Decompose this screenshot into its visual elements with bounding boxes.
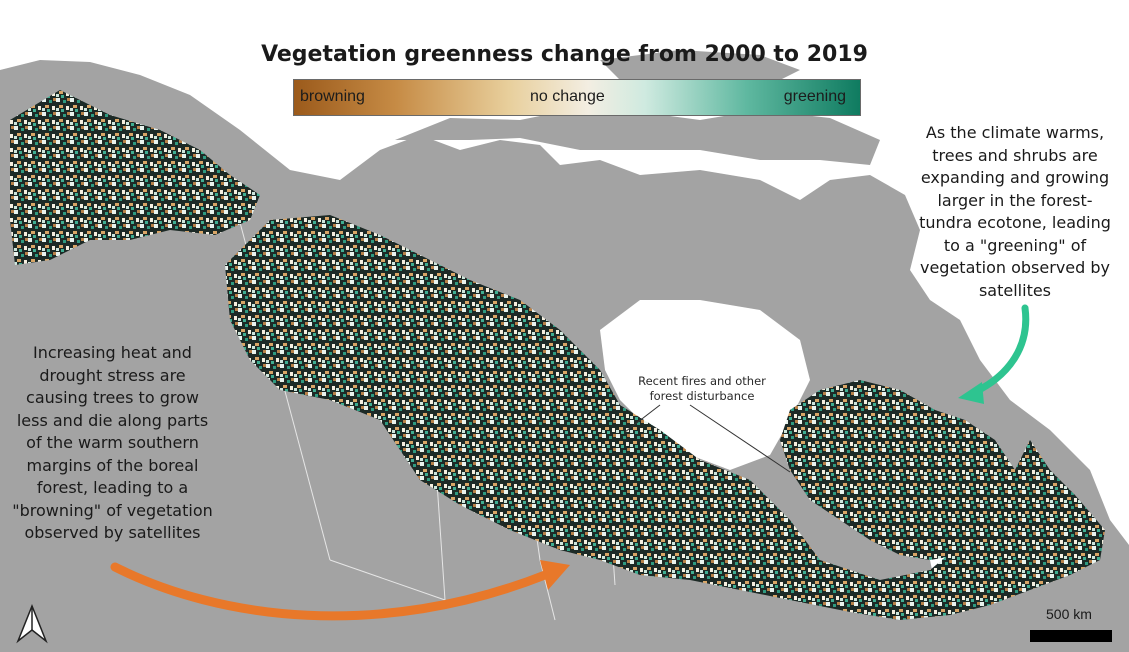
browning-annotation: Increasing heat and drought stress are c… — [12, 343, 213, 542]
pointer-line-left — [624, 404, 661, 433]
map-title: Vegetation greenness change from 2000 to… — [261, 42, 868, 67]
arctic-islands — [395, 108, 880, 165]
vegetation-pixels — [10, 90, 1105, 620]
legend-no-change-label: no change — [530, 88, 605, 105]
pointer-line-right — [689, 404, 791, 473]
color-legend: browning no change greening — [293, 79, 861, 116]
north-arrow-icon — [16, 603, 48, 644]
green-curved-arrow-icon — [971, 304, 1030, 396]
disturbance-annotation: Recent fires and other forest disturbanc… — [638, 374, 766, 403]
orange-curved-arrow-icon — [110, 562, 550, 621]
legend-greening-label: greening — [783, 88, 846, 105]
legend-browning-label: browning — [300, 88, 365, 105]
scale-bar-label: 500 km — [1046, 606, 1092, 622]
greening-annotation: As the climate warms, trees and shrubs a… — [919, 123, 1111, 300]
scale-bar — [1030, 630, 1112, 642]
